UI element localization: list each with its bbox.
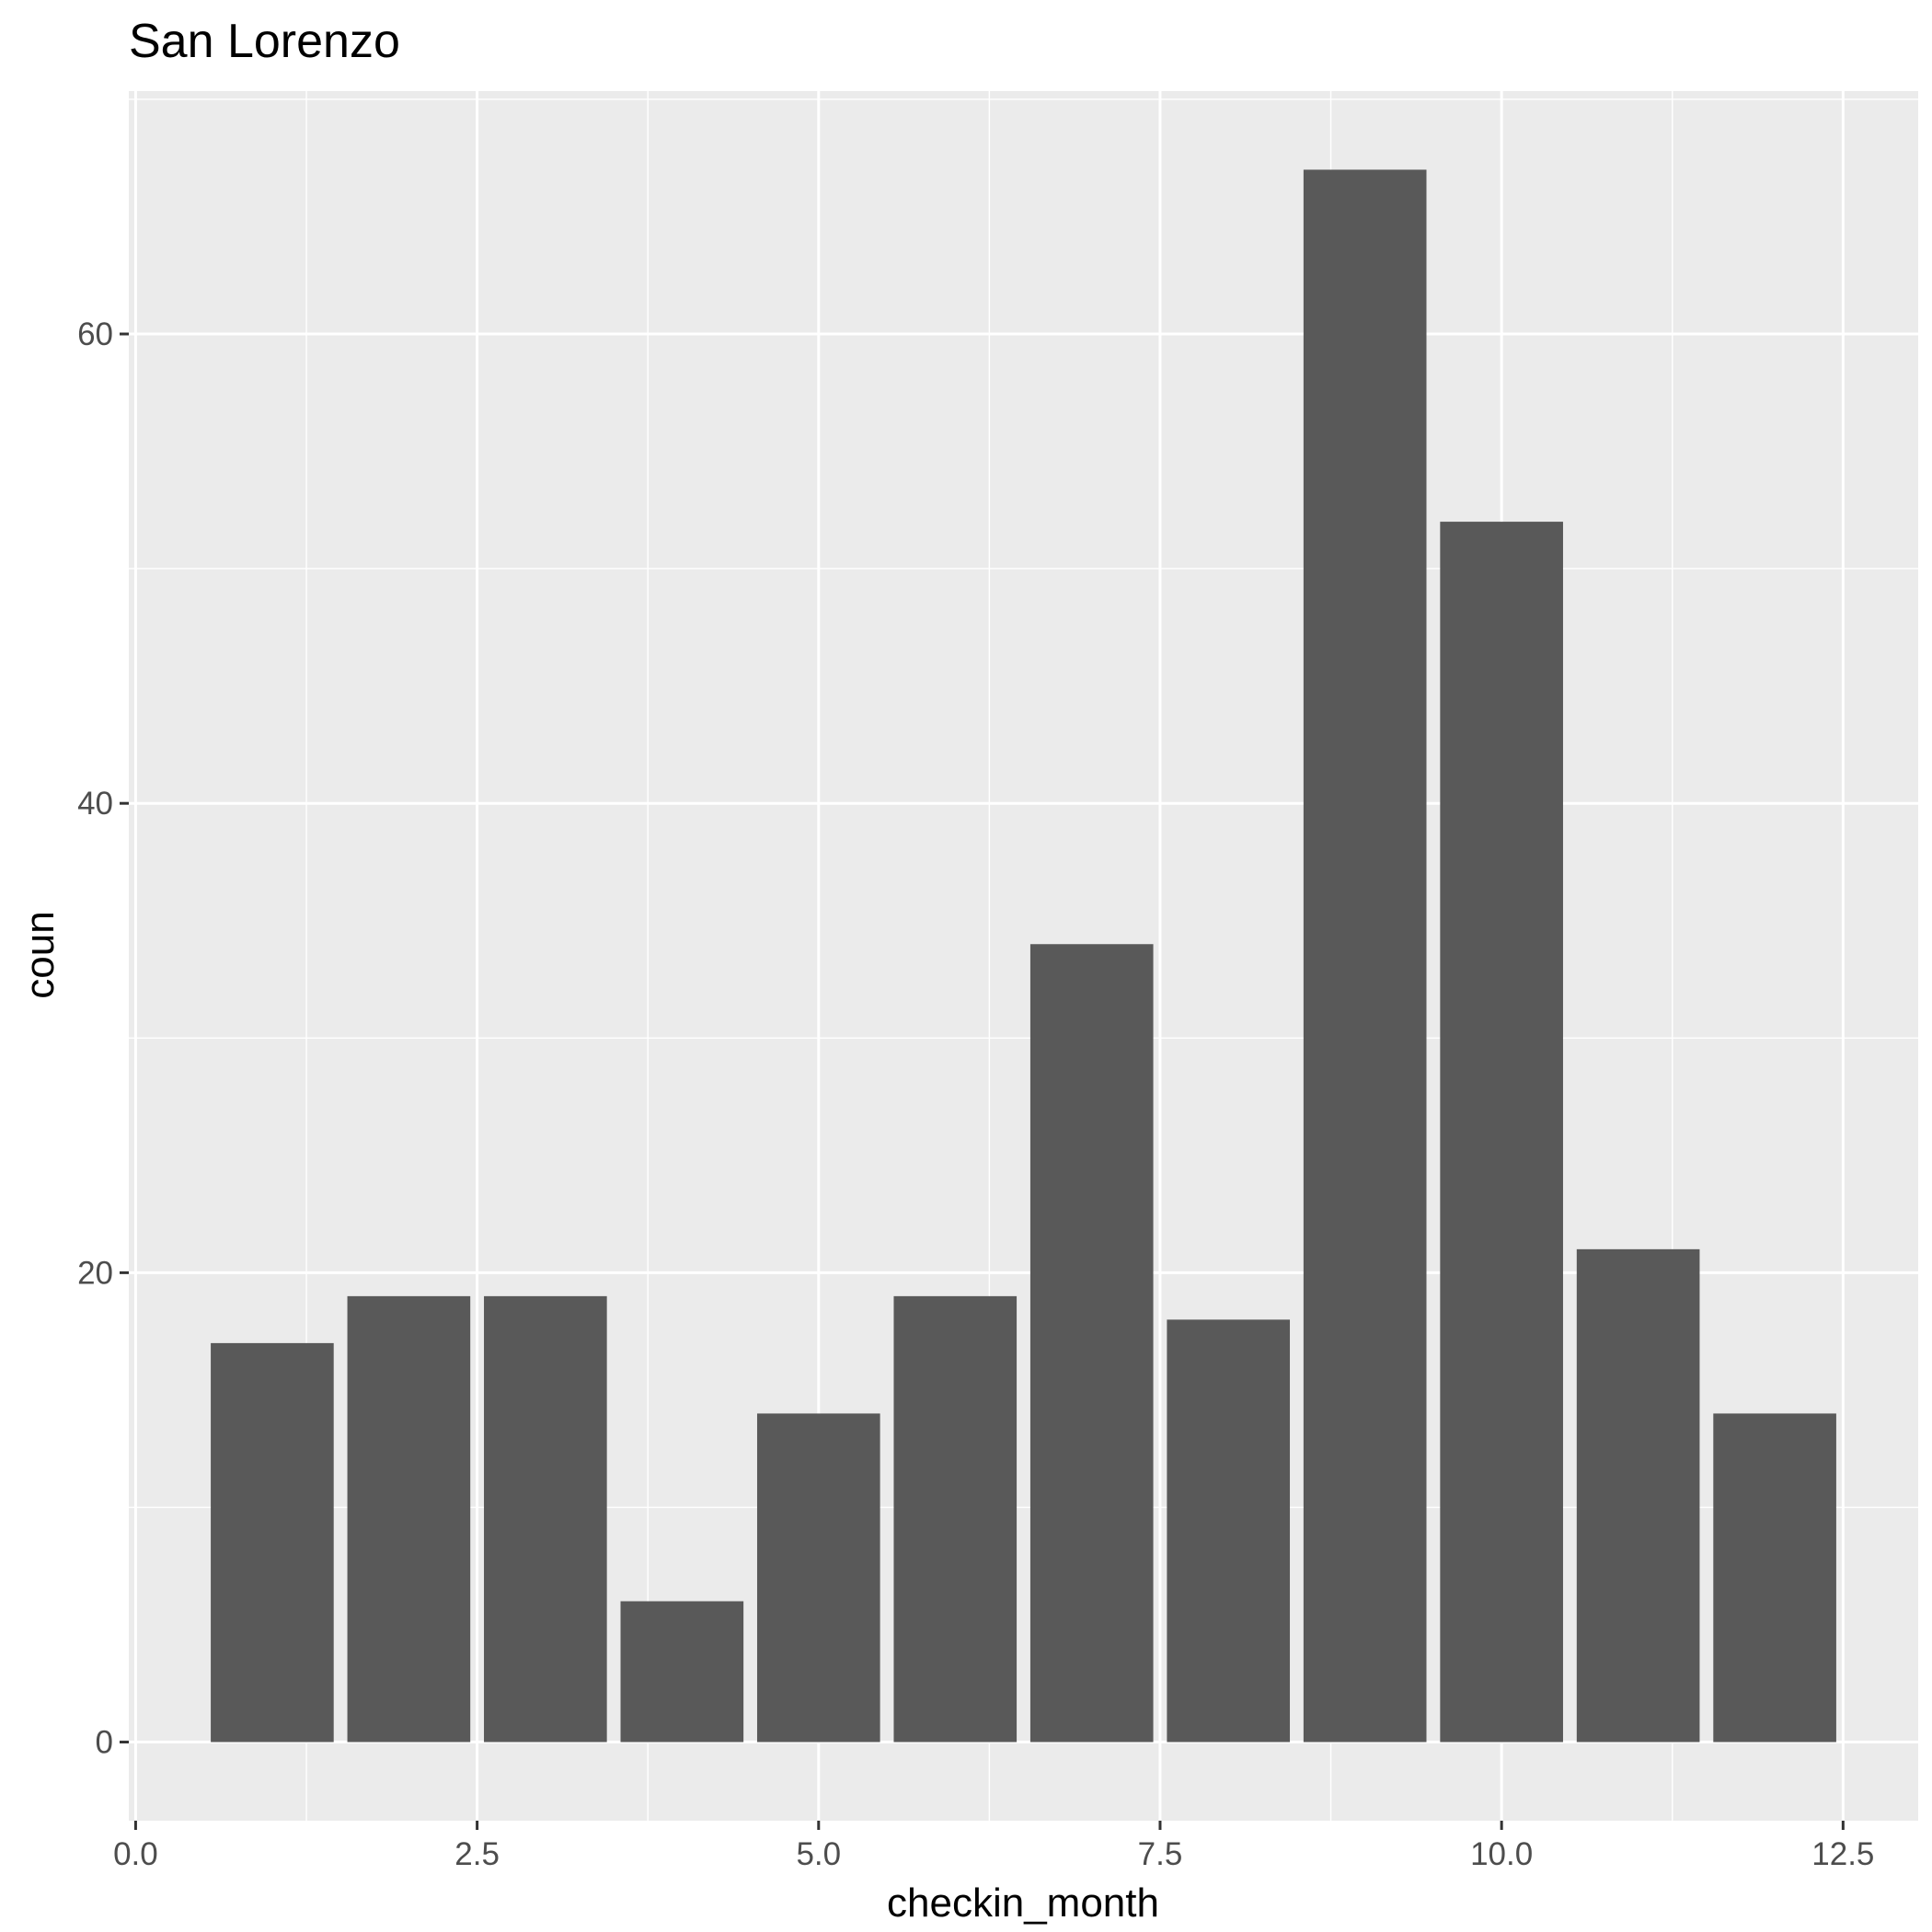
x-tick-label: 7.5 xyxy=(1138,1836,1183,1872)
y-tick-label: 20 xyxy=(77,1255,113,1291)
bar-month-2 xyxy=(347,1295,471,1742)
bar-month-8 xyxy=(1167,1319,1291,1742)
x-tick-label: 5.0 xyxy=(796,1836,841,1872)
y-tick-label: 60 xyxy=(77,316,113,352)
x-tick-label: 10.0 xyxy=(1470,1836,1533,1872)
y-axis-title: coun xyxy=(17,911,63,998)
x-axis-title: checkin_month xyxy=(887,1880,1159,1926)
bar-month-11 xyxy=(1576,1248,1700,1742)
bar-month-7 xyxy=(1029,944,1154,1742)
bar-month-3 xyxy=(484,1295,607,1742)
bar-month-10 xyxy=(1440,522,1563,1742)
bars-layer xyxy=(211,169,1836,1742)
bar-month-5 xyxy=(756,1413,880,1742)
x-tick-label: 0.0 xyxy=(113,1836,158,1872)
y-axis: 0 20 40 60 xyxy=(77,316,129,1761)
x-axis: 0.0 2.5 5.0 7.5 10.0 12.5 xyxy=(113,1821,1874,1872)
bar-month-1 xyxy=(211,1342,334,1742)
bar-month-4 xyxy=(620,1601,744,1742)
x-tick-label: 2.5 xyxy=(454,1836,500,1872)
y-tick-label: 40 xyxy=(77,786,113,822)
x-tick-label: 12.5 xyxy=(1811,1836,1874,1872)
chart-title: San Lorenzo xyxy=(129,15,400,68)
bar-month-12 xyxy=(1713,1413,1836,1742)
bar-month-9 xyxy=(1303,169,1427,1742)
bar-month-6 xyxy=(893,1295,1018,1742)
y-tick-label: 0 xyxy=(96,1725,113,1761)
